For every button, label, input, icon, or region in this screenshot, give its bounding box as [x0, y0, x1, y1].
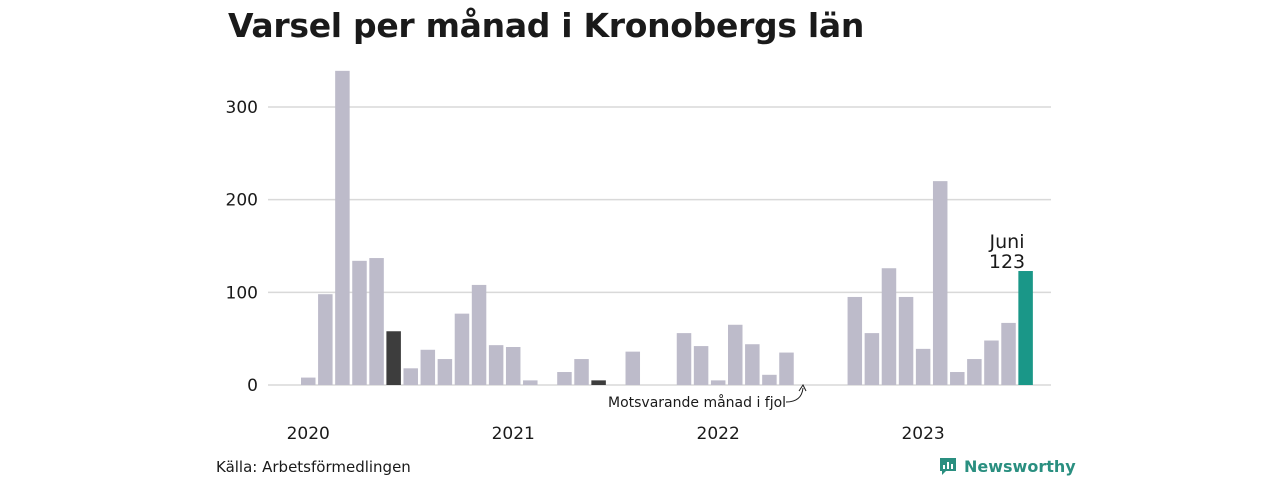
last-year-annotation: Motsvarande månad i fjol	[608, 384, 807, 411]
current-month-label: Juni 123	[989, 231, 1026, 273]
bar	[898, 296, 914, 385]
bar	[301, 377, 316, 385]
bar	[693, 346, 709, 385]
bar	[864, 333, 880, 385]
newsworthy-logo: Newsworthy	[938, 456, 1076, 476]
bar-last-year	[591, 380, 606, 385]
bar	[335, 70, 350, 386]
y-tick-label: 0	[247, 376, 258, 396]
bar-last-year	[386, 331, 401, 385]
x-year-label: 2023	[901, 424, 944, 444]
y-tick-label: 200	[226, 191, 258, 211]
bar	[932, 181, 948, 385]
x-year-label: 2020	[287, 424, 330, 444]
bar	[505, 347, 521, 385]
bar	[488, 345, 504, 385]
bar	[728, 324, 743, 385]
bar	[523, 380, 538, 385]
bar	[369, 258, 384, 385]
bar	[915, 348, 931, 385]
bar	[710, 380, 726, 385]
bar	[454, 313, 470, 385]
bar-series	[301, 70, 1033, 386]
bar	[745, 344, 760, 385]
bar	[779, 352, 794, 385]
annotation-arrow	[785, 387, 804, 403]
bar	[471, 284, 487, 385]
bar	[676, 333, 692, 385]
bar	[625, 351, 641, 385]
bar	[352, 260, 367, 385]
bar	[950, 372, 965, 385]
bar	[967, 359, 982, 385]
y-axis-ticks: 0 100 200 300	[226, 98, 258, 396]
bar	[403, 368, 418, 385]
annotation-label: Motsvarande månad i fjol	[608, 394, 786, 411]
bar	[420, 349, 436, 385]
bar-current-month	[1018, 271, 1033, 385]
x-year-label: 2021	[492, 424, 535, 444]
bar	[762, 374, 777, 385]
source-note: Källa: Arbetsförmedlingen	[216, 458, 411, 476]
y-tick-label: 300	[226, 98, 258, 118]
bar	[984, 340, 999, 385]
bar	[574, 359, 589, 385]
bar	[847, 296, 863, 385]
bar	[437, 359, 453, 385]
annotation-arrowhead	[798, 384, 807, 392]
brand-name: Newsworthy	[964, 456, 1076, 476]
chart-title: Varsel per månad i Kronobergs län	[228, 6, 865, 45]
bar	[881, 268, 897, 385]
current-month-name: Juni	[989, 231, 1025, 253]
y-tick-label: 100	[226, 283, 258, 303]
bar	[557, 372, 572, 385]
bar	[1001, 322, 1016, 385]
bar-chart-icon	[940, 458, 956, 475]
x-year-label: 2022	[697, 424, 740, 444]
x-axis-year-labels: 2020 2021 2022 2023	[287, 424, 945, 444]
current-month-value: 123	[989, 251, 1025, 273]
bar	[318, 294, 333, 385]
